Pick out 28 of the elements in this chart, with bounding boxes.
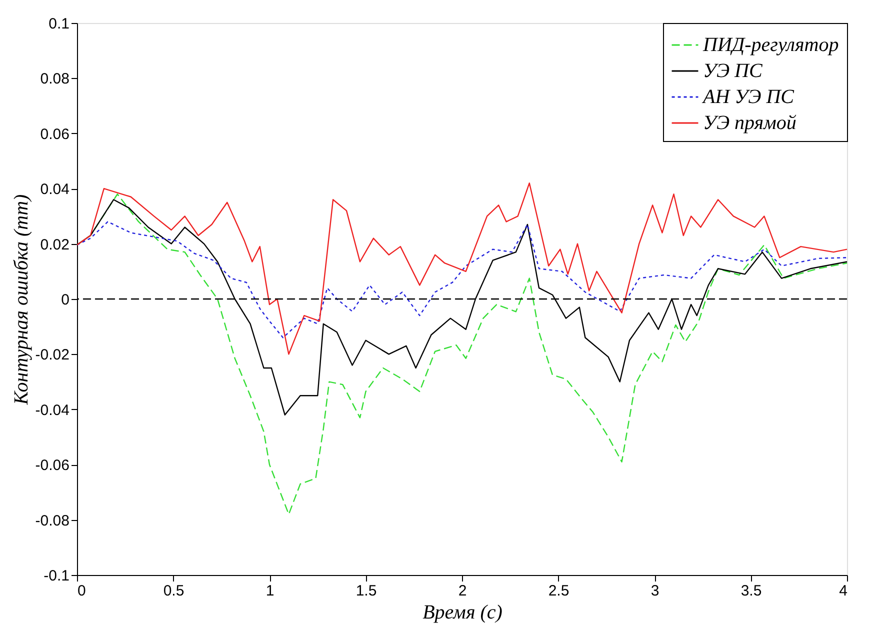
legend-label: УЭ ПС [703, 60, 763, 82]
y-tick-label: 0.06 [40, 126, 70, 143]
y-tick-label: 0.1 [48, 16, 70, 32]
legend-label: УЭ прямой [703, 112, 796, 134]
x-tick-label: 3 [650, 582, 660, 600]
y-tick-label: -0.06 [35, 457, 70, 474]
y-axis-title: Контурная ошибка (mm) [10, 194, 32, 406]
line-series [76, 182, 848, 355]
y-tick-label: -0.1 [44, 568, 70, 584]
x-tick-label: 0.5 [163, 582, 184, 600]
y-tick-label: 0 [61, 292, 70, 308]
x-tick-label: 2.5 [548, 582, 570, 600]
legend-label: ПИД-регулятор [702, 34, 839, 56]
x-tick-label: 1.5 [356, 582, 377, 600]
y-tick-label: -0.04 [35, 402, 70, 419]
x-tick-label: 3.5 [740, 582, 762, 600]
y-tick-label: 0.08 [40, 70, 70, 88]
y-tick-label: 0.02 [40, 236, 70, 254]
y-tick-label: 0.04 [40, 181, 70, 198]
legend-label: АН УЭ ПС [701, 86, 795, 108]
x-tick-label: 1 [266, 582, 274, 600]
x-tick-label: 4 [839, 582, 848, 600]
x-tick-label: 0 [78, 582, 86, 600]
x-axis-title: Время (с) [422, 602, 503, 624]
y-tick-label: -0.02 [35, 346, 70, 364]
x-tick-label: 2 [458, 582, 467, 600]
line-series [76, 221, 848, 338]
y-tick-label: -0.08 [35, 512, 70, 530]
